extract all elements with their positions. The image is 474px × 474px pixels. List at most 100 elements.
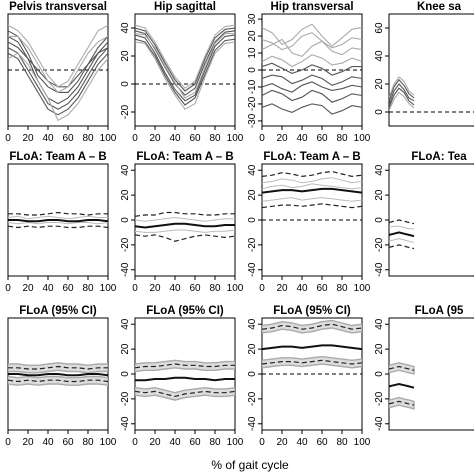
- y-tick-label: -20: [120, 391, 131, 406]
- panel-title: FLoA: Team A – B: [263, 151, 360, 163]
- y-tick-label: 20: [120, 189, 131, 201]
- y-tick-label: -40: [120, 416, 131, 431]
- upper-ci-band: [262, 319, 362, 334]
- plot-frame: [134, 317, 236, 431]
- y-tick-label: 0: [247, 217, 258, 223]
- lower-limit-line: [135, 390, 235, 398]
- upper-limit-line: [8, 365, 108, 370]
- series-line: [8, 35, 108, 94]
- y-tick-label: -20: [120, 104, 131, 119]
- series-line: [262, 103, 362, 115]
- plot-frame: [134, 163, 236, 277]
- mean-line: [135, 376, 235, 382]
- upper-limit-line: [8, 211, 108, 216]
- panel: FLoA: Tea -40 -20 0 20 40: [374, 151, 474, 277]
- mean-line: [262, 187, 362, 194]
- y-tick-label: 0: [374, 217, 385, 223]
- y-tick-label: 20: [247, 189, 258, 201]
- plot-area: [389, 76, 415, 111]
- plot-area: [262, 319, 362, 369]
- panel: Hip sagittal -20 0 20 40 0 20 40 60 80 100: [120, 1, 244, 144]
- x-tick-label: 40: [169, 133, 181, 144]
- x-tick-label: 20: [276, 133, 288, 144]
- x-tick-label: 20: [149, 283, 161, 294]
- plot-frame: [388, 163, 474, 277]
- x-tick-label: 80: [82, 283, 94, 294]
- mean-line: [8, 373, 108, 377]
- x-tick-label: 80: [209, 133, 221, 144]
- y-tick-label: 20: [120, 343, 131, 355]
- series-line: [389, 91, 415, 111]
- y-tick-label: -20: [247, 391, 258, 406]
- panel-title: Hip transversal: [270, 1, 353, 13]
- plot-area: [8, 211, 108, 229]
- lower-limit-line: [262, 359, 362, 365]
- x-tick-label: 0: [132, 283, 138, 294]
- y-tick-label: 20: [374, 78, 385, 90]
- panel: FLoA (95 -40 -20 0 20 40: [374, 305, 474, 431]
- y-tick-label: -30: [247, 113, 258, 128]
- panel: FLoA (95% CI) 0 20 40 60 80 100: [5, 305, 117, 448]
- plot-area: [135, 359, 235, 401]
- plot-area: [389, 219, 415, 250]
- x-tick-label: 60: [189, 283, 201, 294]
- series-line: [8, 52, 108, 116]
- y-tick-label: 0: [247, 67, 258, 73]
- x-tick-label: 20: [149, 437, 161, 448]
- series-line: [262, 183, 362, 190]
- series-line: [262, 23, 362, 47]
- mean-line: [389, 231, 415, 238]
- y-tick-label: 0: [247, 371, 258, 377]
- mean-line: [262, 344, 362, 351]
- y-tick-label: 40: [247, 164, 258, 176]
- lower-ci-band: [389, 396, 415, 410]
- series-line: [8, 41, 108, 88]
- x-tick-label: 100: [227, 437, 244, 448]
- panel: FLoA: Team A – B -40 -20 0 20 40 0 20 40 60 80 100: [120, 151, 244, 294]
- plot-area: [262, 23, 362, 115]
- lower-limit-line: [8, 225, 108, 229]
- x-tick-label: 80: [336, 437, 348, 448]
- lower-limit-line: [389, 244, 415, 250]
- series-line: [135, 38, 235, 106]
- series-line: [262, 32, 362, 51]
- x-tick-label: 0: [132, 133, 138, 144]
- lower-limit-line: [8, 379, 108, 383]
- panel: Pelvis transversal 0 20 40 60 80 100: [5, 1, 117, 144]
- series-line: [389, 238, 415, 243]
- x-tick-label: 0: [132, 437, 138, 448]
- x-tick-label: 80: [82, 437, 94, 448]
- panel-title: FLoA: Team A – B: [136, 151, 233, 163]
- x-tick-label: 20: [149, 133, 161, 144]
- panel-title: FLoA (95% CI): [146, 305, 224, 317]
- panel-title: Pelvis transversal: [9, 1, 107, 13]
- series-line: [262, 74, 362, 86]
- x-tick-label: 40: [42, 133, 54, 144]
- series-line: [262, 89, 362, 103]
- x-tick-label: 100: [354, 437, 371, 448]
- y-tick-label: 40: [374, 318, 385, 330]
- plot-frame: [134, 13, 236, 127]
- y-tick-label: -40: [374, 262, 385, 277]
- y-tick-label: 60: [374, 22, 385, 34]
- x-tick-label: 40: [169, 283, 181, 294]
- upper-limit-line: [389, 365, 415, 371]
- y-tick-label: 40: [120, 164, 131, 176]
- series-line: [135, 216, 235, 222]
- x-tick-label: 0: [259, 283, 265, 294]
- series-line: [135, 27, 235, 92]
- x-tick-label: 100: [354, 283, 371, 294]
- series-line: [8, 221, 108, 225]
- series-line: [135, 24, 235, 89]
- mean-line: [135, 222, 235, 229]
- panel: FLoA: Team A – B 0 20 40 60 80 100: [5, 151, 117, 294]
- y-tick-label: -40: [120, 262, 131, 277]
- x-tick-label: 40: [296, 283, 308, 294]
- y-tick-label: -20: [247, 237, 258, 252]
- series-line: [389, 87, 415, 109]
- plot-area: [135, 211, 235, 242]
- y-tick-label: 0: [120, 371, 131, 377]
- y-tick-label: 40: [120, 22, 131, 34]
- x-tick-label: 100: [227, 133, 244, 144]
